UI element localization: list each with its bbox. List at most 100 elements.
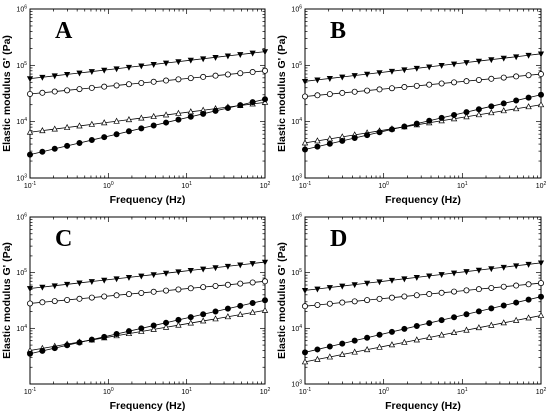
y-tick-label: 103: [291, 380, 302, 389]
data-point-circle-filled: [101, 333, 108, 340]
data-point-triangle-up-open: [438, 331, 445, 338]
y-tick-exponent: 5: [299, 268, 302, 274]
data-point-circle-filled: [138, 325, 145, 332]
x-tick-exponent: 0: [111, 387, 114, 393]
data-point-circle-open: [388, 294, 395, 301]
data-point-circle-filled: [488, 305, 495, 312]
series-triangle-down-filled: [301, 51, 545, 85]
x-axis-title: Frequency (Hz): [110, 400, 186, 412]
y-axis-title: Elastic modulus G' (Pa): [1, 35, 13, 152]
x-tick-exponent: 0: [386, 387, 389, 393]
data-point-triangle-up-open: [463, 326, 470, 333]
data-point-triangle-up-open: [326, 353, 334, 360]
x-axis-ticks: [304, 9, 542, 178]
data-point-triangle-down-filled: [475, 267, 482, 274]
data-point-triangle-down-filled: [212, 54, 219, 61]
data-point-circle-open: [376, 86, 383, 93]
data-point-circle-open: [351, 88, 358, 95]
data-point-circle-open: [88, 84, 95, 91]
data-point-circle-filled: [237, 102, 244, 109]
data-point-circle-open: [26, 90, 33, 97]
data-point-triangle-up-open: [113, 117, 120, 124]
data-point-circle-filled: [314, 143, 321, 150]
data-point-triangle-down-filled: [162, 60, 170, 67]
data-point-circle-open: [401, 293, 408, 300]
y-tick-label: 106: [291, 213, 302, 222]
y-tick-exponent: 5: [24, 61, 27, 67]
data-point-circle-open: [51, 298, 58, 305]
data-point-circle-open: [426, 81, 433, 88]
x-tick-label: 102: [536, 387, 547, 396]
y-tick-exponent: 5: [299, 61, 302, 67]
panel-letter: C: [55, 226, 72, 252]
data-point-circle-filled: [175, 116, 182, 123]
data-point-circle-filled: [364, 132, 371, 139]
data-point-circle-open: [76, 86, 83, 93]
data-point-circle-filled: [413, 120, 420, 127]
y-axis-title: Elastic modulus G' (Pa): [276, 242, 288, 359]
y-tick-base: 10: [16, 119, 24, 126]
data-point-triangle-down-filled: [51, 283, 58, 290]
data-point-circle-filled: [538, 91, 545, 98]
x-tick-base: 10: [378, 183, 386, 190]
data-point-circle-filled: [351, 337, 358, 344]
y-axis-title: Elastic modulus G' (Pa): [1, 242, 13, 359]
data-point-circle-filled: [513, 97, 520, 104]
x-tick-label: 100: [378, 181, 389, 190]
data-point-circle-filled: [64, 142, 71, 149]
data-point-triangle-down-filled: [101, 67, 108, 74]
data-point-circle-filled: [525, 296, 532, 303]
x-tick-base: 10: [103, 389, 111, 396]
data-point-circle-filled: [261, 297, 268, 304]
data-point-triangle-down-filled: [488, 266, 495, 273]
data-point-triangle-down-filled: [261, 49, 269, 56]
data-point-circle-filled: [475, 106, 482, 113]
data-point-triangle-down-filled: [187, 57, 194, 64]
y-tick-exponent: 4: [299, 324, 302, 330]
data-point-circle-filled: [301, 349, 308, 356]
data-point-circle-open: [200, 284, 207, 291]
data-point-circle-open: [224, 71, 231, 78]
data-point-circle-open: [488, 284, 495, 291]
data-point-triangle-down-filled: [301, 288, 309, 294]
data-point-triangle-down-filled: [88, 69, 95, 76]
data-point-circle-filled: [401, 325, 408, 332]
data-point-triangle-up-open: [175, 321, 182, 328]
x-tick-base: 10: [378, 389, 386, 396]
data-point-triangle-down-filled: [488, 57, 495, 64]
data-point-triangle-down-filled: [224, 263, 231, 270]
data-point-circle-open: [163, 77, 170, 84]
data-point-triangle-down-filled: [376, 279, 383, 286]
data-point-circle-filled: [438, 317, 445, 324]
data-point-triangle-up-open: [512, 316, 520, 323]
x-tick-base: 10: [299, 389, 307, 396]
data-point-circle-open: [26, 300, 33, 307]
data-point-circle-open: [463, 78, 470, 85]
data-point-circle-filled: [451, 314, 458, 321]
y-tick-label: 106: [16, 5, 27, 14]
y-axis-title: Elastic modulus G' (Pa): [276, 35, 288, 152]
x-tick-exponent: 1: [189, 387, 192, 393]
x-tick-label: 101: [181, 387, 192, 396]
data-point-circle-open: [513, 73, 520, 80]
data-point-triangle-down-filled: [525, 261, 532, 268]
data-point-triangle-up-open: [463, 113, 470, 120]
data-point-circle-open: [538, 71, 545, 78]
data-point-triangle-up-open: [39, 127, 46, 134]
y-tick-exponent: 3: [299, 174, 302, 180]
data-point-triangle-down-filled: [175, 269, 182, 276]
data-point-triangle-down-filled: [438, 272, 445, 278]
data-point-circle-filled: [314, 346, 321, 353]
data-point-triangle-up-open: [187, 319, 194, 326]
y-tick-label: 103: [16, 174, 27, 183]
data-point-triangle-down-filled: [326, 76, 333, 82]
data-point-triangle-up-open: [51, 125, 58, 132]
y-tick-label: 104: [291, 324, 302, 333]
x-tick-base: 10: [103, 183, 111, 190]
data-point-circle-open: [175, 286, 182, 293]
data-point-triangle-up-open: [475, 111, 483, 118]
data-point-triangle-down-filled: [401, 276, 408, 283]
